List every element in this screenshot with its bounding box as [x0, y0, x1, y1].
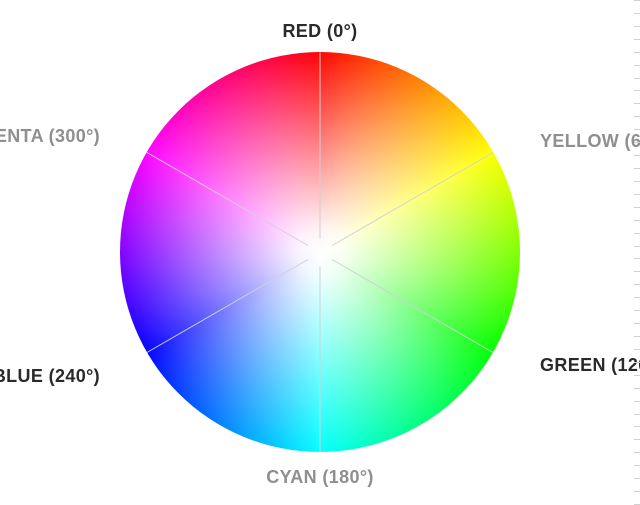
divider-line — [320, 53, 321, 239]
label-green: GREEN (120°) — [540, 355, 640, 376]
label-red: RED (0°) — [282, 21, 357, 42]
label-cyan: CYAN (180°) — [266, 467, 374, 488]
ruler-ticks — [632, 0, 640, 505]
label-magenta: MAGENTA (300°) — [0, 126, 100, 147]
label-yellow: YELLOW (60°) — [540, 131, 640, 152]
divider-line — [320, 267, 321, 453]
color-wheel-figure: RED (0°) YELLOW (60°) GREEN (120°) CYAN … — [0, 0, 640, 505]
label-blue: BLUE (240°) — [0, 366, 100, 387]
